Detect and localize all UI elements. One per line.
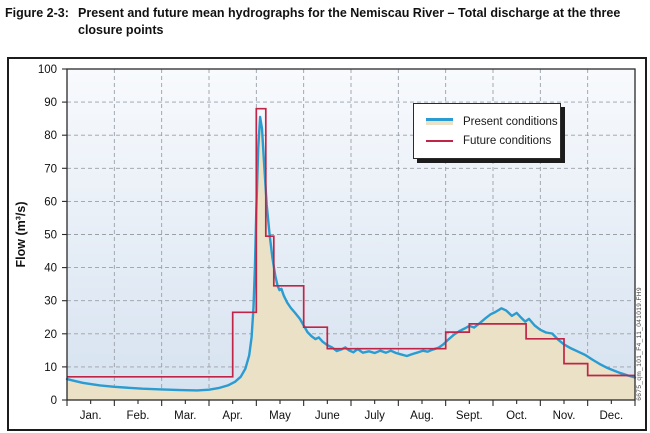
svg-text:May: May [269, 410, 291, 422]
figure-box: 0 10 20 30 40 50 60 70 80 90 100 Jan. Feb. Mar. Apr. Ma… [7, 57, 647, 431]
svg-text:20: 20 [44, 329, 57, 341]
figure-number: Figure 2-3: [5, 6, 69, 20]
axis-ticks [62, 68, 636, 406]
figure-caption: Figure 2-3: Present and future mean hydr… [5, 5, 630, 39]
future-conditions-line [67, 107, 635, 378]
svg-text:July: July [364, 410, 385, 422]
svg-text:Mar.: Mar. [174, 410, 196, 422]
x-axis-labels: Jan. Feb. Mar. Apr. May June July Aug. Sept. Oct.… [80, 410, 623, 422]
y-axis-title: Flow (m³/s) [14, 202, 28, 268]
svg-text:Aug.: Aug. [410, 410, 434, 422]
svg-text:June: June [315, 410, 340, 422]
legend-label-future: Future conditions [463, 134, 552, 147]
present-conditions-swatch-icon [426, 118, 453, 125]
svg-text:0: 0 [51, 395, 57, 407]
legend-label-present: Present conditions [463, 115, 558, 128]
svg-text:80: 80 [44, 130, 57, 142]
svg-text:50: 50 [44, 230, 57, 242]
present-conditions-area [67, 117, 635, 400]
plot-file-watermark: 6675_qm_101_F4_11_041019.FH9 [636, 287, 643, 401]
svg-text:40: 40 [44, 263, 57, 275]
legend: Present conditions Future conditions [413, 103, 561, 159]
svg-text:Feb.: Feb. [126, 410, 149, 422]
svg-text:60: 60 [44, 196, 57, 208]
svg-text:Apr.: Apr. [222, 410, 242, 422]
figure-title: Present and future mean hydrographs for … [78, 6, 621, 37]
svg-text:Dec.: Dec. [600, 410, 624, 422]
svg-text:70: 70 [44, 163, 57, 175]
svg-text:Oct.: Oct. [506, 410, 527, 422]
legend-item-future: Future conditions [426, 131, 552, 150]
legend-item-present: Present conditions [426, 112, 558, 131]
svg-text:100: 100 [38, 64, 57, 76]
present-conditions-line [65, 115, 637, 392]
svg-text:Nov.: Nov. [553, 410, 576, 422]
svg-text:Sept.: Sept. [456, 410, 483, 422]
svg-text:Jan.: Jan. [80, 410, 102, 422]
svg-text:90: 90 [44, 97, 57, 109]
y-axis-labels: 0 10 20 30 40 50 60 70 80 90 100 [38, 64, 57, 407]
svg-text:10: 10 [44, 362, 57, 374]
future-conditions-swatch-icon [426, 139, 453, 142]
svg-text:30: 30 [44, 296, 57, 308]
